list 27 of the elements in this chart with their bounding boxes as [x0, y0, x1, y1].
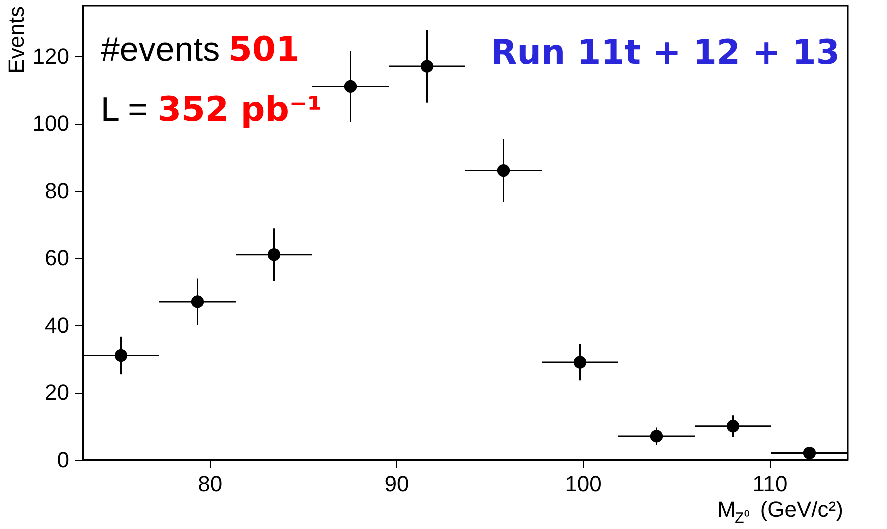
point	[726, 420, 740, 433]
point	[268, 248, 281, 262]
point	[574, 356, 587, 369]
x-tick-label: 110	[752, 472, 788, 496]
y-tick-label: 100	[32, 111, 70, 136]
point	[497, 164, 510, 178]
point	[191, 296, 204, 308]
y-tick-label: 0	[57, 448, 70, 472]
x-tick-label: 100	[565, 472, 602, 496]
x-tick-label: 90	[384, 472, 410, 496]
point	[650, 430, 664, 443]
y-tick-label: 40	[45, 312, 70, 338]
point	[114, 349, 128, 362]
y-tick-label: 20	[45, 380, 70, 406]
annotation: Run 11t + 12 + 13	[491, 33, 840, 73]
y-axis-title: Events	[4, 6, 29, 74]
point	[344, 80, 358, 94]
annotation: 352 pb⁻¹	[158, 90, 322, 130]
y-tick-label: 60	[45, 246, 70, 271]
annotation: #events	[101, 31, 220, 69]
point	[803, 446, 816, 460]
x-tick-label: 80	[198, 472, 223, 496]
annotation: L =	[101, 91, 148, 129]
y-tick-label: 120	[32, 44, 70, 69]
y-tick-label: 80	[45, 178, 70, 204]
annotation: 501	[228, 30, 300, 70]
point	[420, 60, 434, 73]
